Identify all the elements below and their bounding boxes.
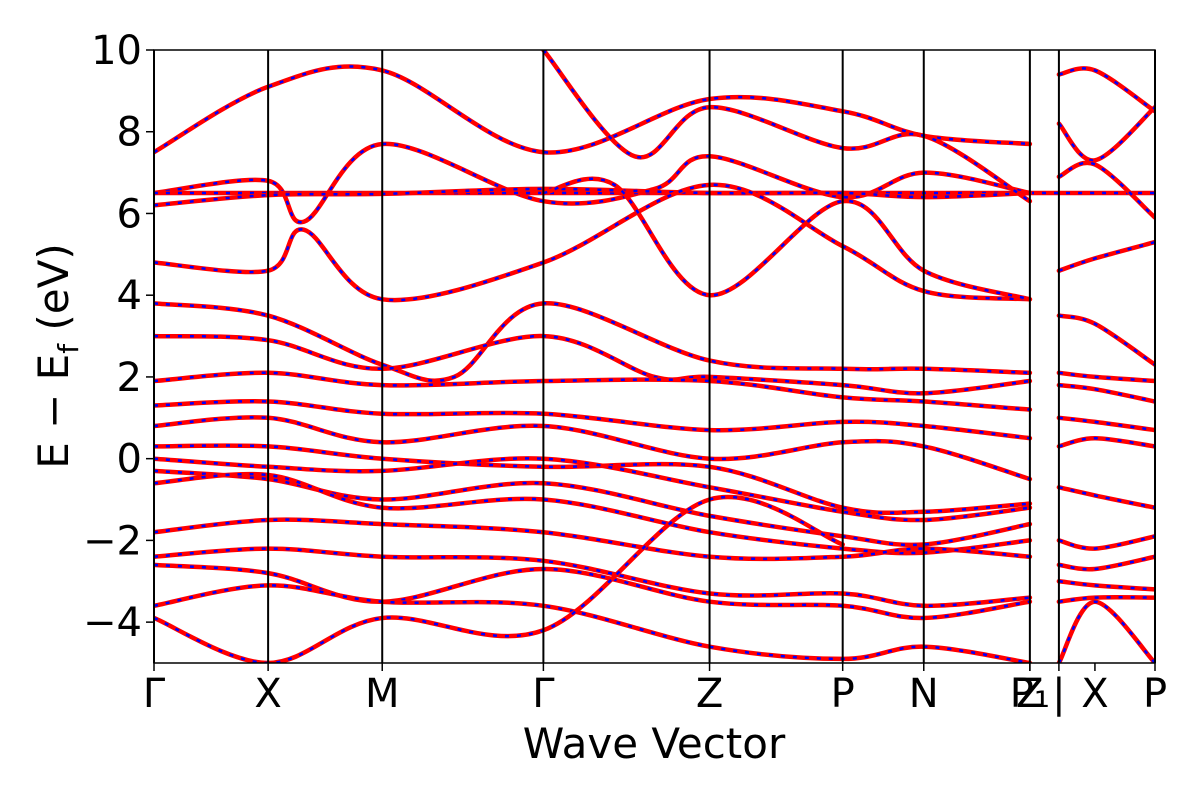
band-line-dashed-29: [1058, 436, 1155, 448]
x-axis-ticks: Γ X M Γ Z P N P₁Z | X P: [143, 663, 1167, 717]
band-line-dashed-7: [154, 371, 1030, 411]
y-axis-label-main: E − E: [29, 354, 78, 469]
x-tick-label-6: N: [909, 671, 939, 717]
band-line-dashed-3: [154, 187, 1030, 207]
band-line-dashed-10: [154, 444, 1030, 515]
band-line-dashed-15: [154, 547, 1030, 608]
band-line-dashed-1: [154, 142, 1031, 224]
y-tick-label-6: 8: [117, 110, 142, 156]
x-tick-label-1: X: [254, 671, 281, 717]
x-tick-label-4: Z: [696, 671, 723, 717]
band-line-dashed-28: [1058, 416, 1155, 432]
band-line-solid-17: [154, 583, 1033, 663]
band-line-solid-19: [541, 50, 1033, 204]
y-tick-label-7: 10: [91, 28, 142, 74]
y-axis-label-subscript: f: [52, 343, 85, 354]
band-line-dashed-16: [154, 563, 1031, 620]
band-line-dashed-23: [1058, 161, 1155, 219]
plot-frame: [153, 49, 1156, 664]
x-tick-label-8: Z: [1016, 671, 1043, 717]
y-tick-label-5: 6: [117, 191, 142, 237]
band-line-dashed-26: [1058, 371, 1155, 383]
band-line-dashed-34: [1058, 596, 1155, 603]
y-axis-ticks: −4 −2 0 2 4 6 8 10: [83, 28, 154, 646]
band-line-dashed-35: [1057, 600, 1155, 663]
y-tick-label-3: 2: [117, 355, 142, 401]
x-tick-label-9: |: [1052, 671, 1065, 717]
band-line-dashed-14: [154, 518, 1030, 561]
band-line-dashed-9: [154, 416, 1031, 481]
x-tick-label-11: P: [1143, 671, 1167, 717]
band-line-dashed-0: [154, 65, 1030, 154]
band-line-dashed-12: [154, 469, 1031, 547]
x-tick-label-10: X: [1081, 671, 1108, 717]
y-tick-label-1: −2: [83, 518, 142, 564]
x-tick-label-7: P₁: [1010, 671, 1050, 717]
band-line-dashed-25: [1058, 314, 1155, 366]
x-tick-label-5: P: [831, 671, 855, 717]
band-line-dashed-13: [154, 472, 1031, 555]
band-line-dashed-32: [1058, 555, 1155, 571]
band-line-dashed-22: [1057, 106, 1155, 162]
band-line-dashed-27: [1058, 383, 1155, 403]
x-tick-label-2: M: [365, 671, 400, 717]
band-line-dashed-20: [543, 177, 1031, 301]
x-tick-label-3: Γ: [532, 671, 555, 717]
band-line-dashed-30: [1058, 486, 1155, 509]
band-line-dashed-24: [1058, 240, 1155, 272]
y-axis-label: E − Ef (eV): [29, 243, 85, 469]
x-tick-label-0: Γ: [143, 671, 166, 717]
y-axis-label-units: (eV): [29, 243, 78, 344]
band-line-dashed-33: [1058, 580, 1155, 591]
band-line-dashed-8: [154, 400, 1031, 440]
band-line-dashed-11: [154, 457, 1031, 522]
y-tick-label-2: 0: [117, 437, 142, 483]
x-axis-label: Wave Vector: [523, 719, 786, 768]
y-tick-label-0: −4: [83, 600, 142, 646]
band-line-dashed-31: [1058, 535, 1155, 550]
y-tick-label-4: 4: [117, 273, 142, 319]
band-line-dashed-21: [1058, 67, 1155, 113]
band-line-dashed-5: [154, 302, 1030, 382]
band-line-dashed-6: [154, 334, 1031, 395]
